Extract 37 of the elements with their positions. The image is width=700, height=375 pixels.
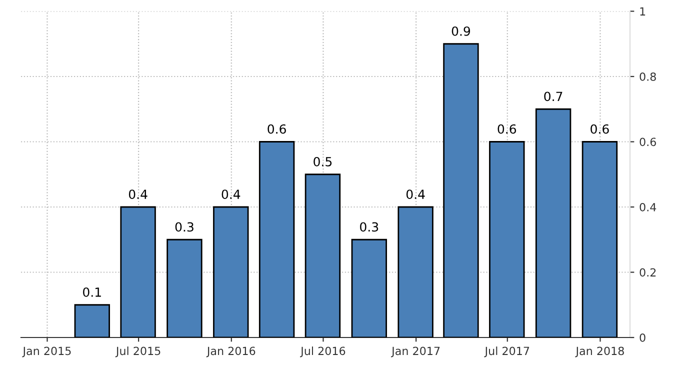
bar	[535, 108, 572, 338]
data-label: 0.6	[268, 124, 286, 134]
bar	[398, 206, 434, 338]
x-tick-label: Jul 2016	[300, 346, 346, 358]
y-tick-label: 0.6	[640, 138, 656, 146]
data-label: 0.4	[406, 190, 425, 200]
bar	[258, 141, 295, 338]
data-label: 0.9	[452, 26, 470, 36]
bar	[120, 206, 156, 338]
y-tick-label: 0.8	[640, 72, 656, 81]
x-tick-label: Jul 2017	[484, 346, 530, 358]
y-tick-label: 0.2	[640, 268, 656, 277]
data-label: 0.5	[314, 156, 332, 166]
data-label: 0.6	[590, 124, 609, 134]
data-label: 0.7	[544, 92, 562, 102]
bar	[351, 238, 387, 338]
bar	[582, 141, 618, 338]
bar	[489, 141, 525, 338]
y-tick-label: 1	[640, 7, 646, 16]
x-tick-label: Jan 2016	[206, 346, 256, 358]
x-tick-label: Jan 2018	[575, 346, 624, 358]
x-tick-label: Jan 2017	[391, 346, 440, 358]
data-label: 0.4	[222, 190, 240, 200]
data-label: 0.6	[498, 124, 516, 134]
bar	[213, 206, 249, 338]
x-tick-label: Jul 2015	[115, 346, 160, 358]
data-label: 0.4	[128, 190, 148, 200]
y-tick-label: 0	[640, 333, 646, 342]
bar	[443, 43, 479, 338]
x-tick-label: Jan 2015	[22, 346, 71, 358]
bar	[166, 238, 202, 338]
y-tick-label: 0.4	[640, 202, 656, 212]
data-label: 0.3	[175, 222, 194, 232]
bar	[74, 304, 110, 338]
data-label: 0.1	[83, 287, 101, 297]
data-label: 0.3	[360, 222, 378, 232]
bar	[304, 174, 341, 338]
